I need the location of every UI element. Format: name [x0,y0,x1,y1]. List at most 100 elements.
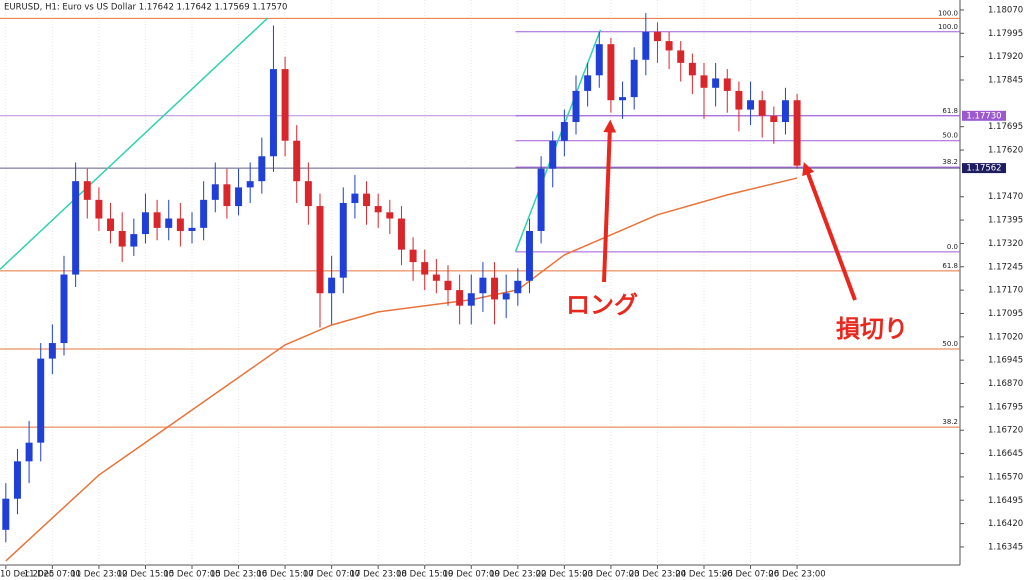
candle [339,187,347,294]
candle [293,125,301,203]
y-tick-label: 1.17695 [988,122,1023,132]
candle-body [351,193,359,203]
y-tick-label: 1.16720 [988,426,1023,436]
candle-body [514,280,522,294]
candle [712,62,720,107]
y-tick-label: 1.17095 [988,309,1023,319]
candle-body [793,100,801,166]
candle-body [747,100,755,110]
annotation-text: 損切り [836,315,908,343]
fib-label: 0.0 [947,243,958,251]
x-tick-label: 12 Dec 15:00 [117,570,174,580]
candle-body [37,358,45,443]
candle [688,53,696,95]
candle [107,202,115,244]
chart-title: EURUSD, H1: Euro vs US Dollar 1.17642 1.… [4,3,287,13]
candle-body [665,41,673,51]
candle [421,249,429,291]
candle [176,202,184,247]
trendline [514,29,602,253]
y-tick-label: 1.18070 [988,5,1023,15]
candle-body [83,181,91,200]
y-tick-label: 1.17470 [988,192,1023,202]
candle-body [118,230,126,247]
candle-body [712,78,720,88]
candle [211,162,219,213]
candle [118,212,126,263]
candle [95,187,103,231]
candle [48,324,56,375]
candle [572,75,580,135]
candle [25,420,33,484]
candle [13,448,21,515]
candle-body [549,140,557,169]
candle [165,199,173,241]
x-tick-label: 22 Dec 15:00 [536,570,593,580]
candle-body [141,212,149,235]
candle [514,268,522,306]
candle-body [491,277,499,300]
candle [304,162,312,225]
candle [141,193,149,244]
candle-body [48,343,56,359]
candle-body [677,50,685,63]
annotation-text: ロング [566,291,638,319]
candle-body [502,293,510,300]
candle [153,199,161,241]
candle-body [374,206,382,213]
candle-body [235,187,243,207]
price-label-box [962,110,1006,121]
y-tick-label: 1.17395 [988,216,1023,226]
candle [258,137,266,194]
y-tick-label: 1.16945 [988,356,1023,366]
candle [525,218,533,294]
candle-body [630,59,638,98]
candle-body [200,199,208,228]
candle-body [409,249,417,263]
x-tick-label: 15 Dec 23:00 [210,570,267,580]
y-tick-label: 1.16795 [988,402,1023,412]
candle [432,258,440,294]
candle-body [130,234,138,247]
candle [83,168,91,219]
candle-body [421,262,429,275]
candle [363,181,371,225]
candle-body [60,274,68,344]
x-tick-label: 18 Dec 15:00 [396,570,453,580]
candle [72,162,80,288]
candle [200,181,208,241]
x-tick-label: 19 Dec 23:00 [489,570,546,580]
y-tick-label: 1.17245 [988,262,1023,272]
fib-label: 100.0 [938,23,958,31]
candle [700,62,708,119]
candle [793,94,801,169]
candle [328,255,336,325]
candle-body [607,44,615,101]
candle [619,81,627,119]
candle-body [281,69,289,141]
y-tick-label: 1.17845 [988,76,1023,86]
candle [653,22,661,63]
candle-body [700,75,708,88]
candle-body [456,290,464,306]
x-tick-label: 10 Dec 2025 [0,570,54,580]
candle-body [293,140,301,182]
candle-body [735,90,743,110]
candle [281,56,289,157]
candle [60,255,68,356]
candle [758,90,766,138]
x-tick-label: 11 Dec 23:00 [70,570,127,580]
plot-area [0,0,960,565]
candle [467,274,475,325]
candle [770,106,778,144]
x-tick-label: 23 Dec 07:00 [582,570,639,580]
candle [537,156,545,244]
candle [723,69,731,113]
candle-body [432,274,440,281]
price-label: 1.17730 [966,111,1001,121]
x-tick-label: 19 Dec 07:00 [443,570,500,580]
candle [246,162,254,203]
y-tick-label: 1.16870 [988,379,1023,389]
y-tick-label: 1.16570 [988,472,1023,482]
